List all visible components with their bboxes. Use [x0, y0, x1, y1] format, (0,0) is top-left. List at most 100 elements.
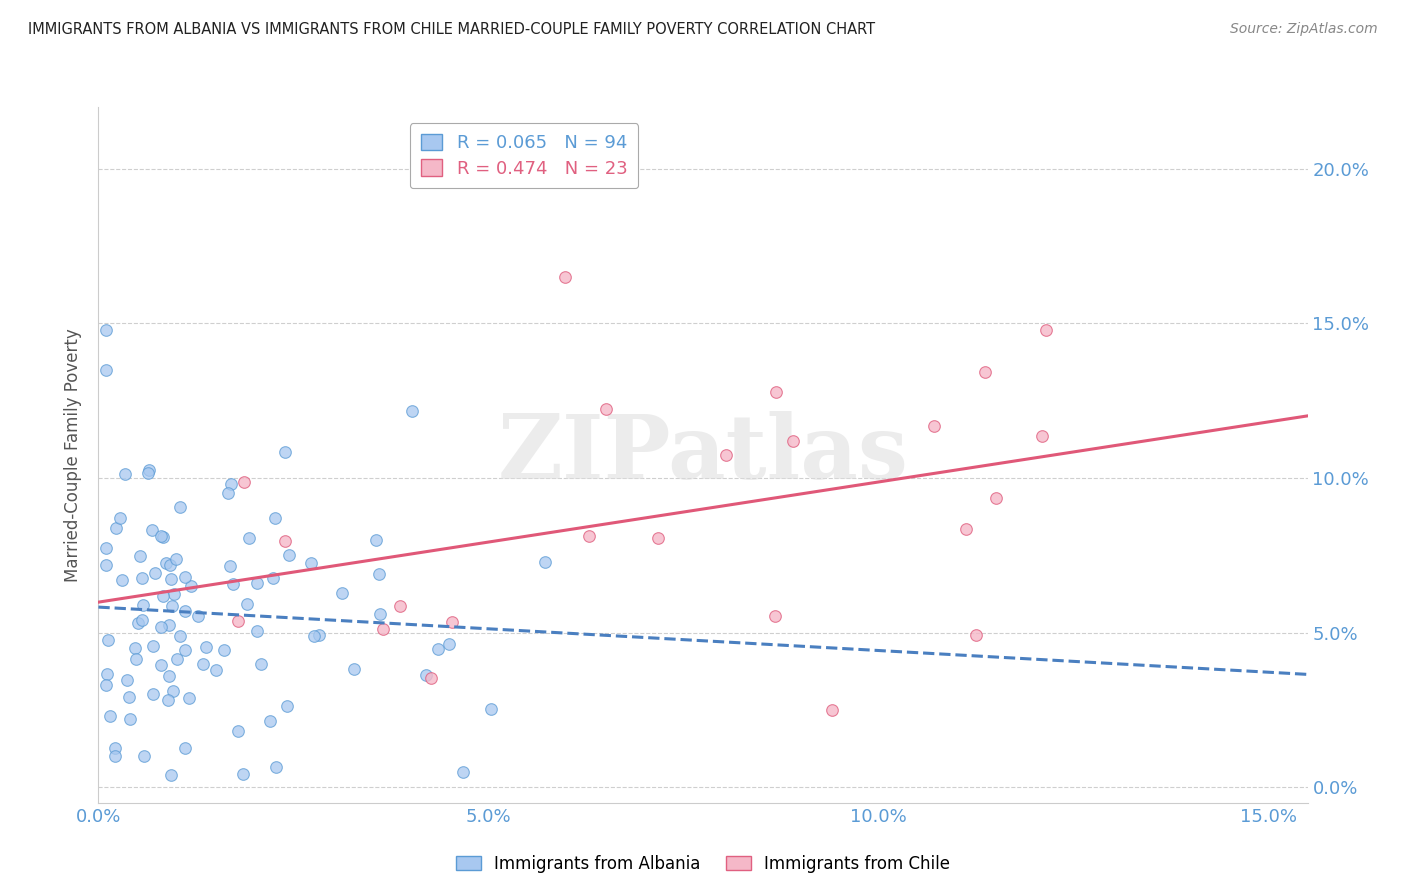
Point: [371, 622, 394, 636]
Point: [221, 477, 243, 491]
Point: [162, 683, 184, 698]
Point: [368, 607, 391, 622]
Point: [163, 586, 186, 600]
Point: [155, 557, 177, 571]
Point: [232, 767, 254, 781]
Point: [174, 643, 197, 657]
Point: [96, 558, 118, 572]
Point: [124, 640, 146, 655]
Point: [716, 448, 738, 462]
Point: [150, 528, 173, 542]
Point: [451, 764, 474, 779]
Point: [441, 615, 464, 630]
Text: ZIPatlas: ZIPatlas: [498, 411, 908, 499]
Point: [177, 691, 200, 706]
Point: [96, 678, 118, 692]
Point: [264, 760, 287, 774]
Point: [986, 491, 1008, 505]
Point: [278, 548, 301, 562]
Point: [302, 629, 325, 643]
Point: [149, 620, 172, 634]
Point: [419, 671, 441, 685]
Point: [259, 714, 281, 728]
Point: [222, 577, 245, 591]
Point: [763, 608, 786, 623]
Point: [111, 574, 134, 588]
Point: [104, 740, 127, 755]
Point: [134, 748, 156, 763]
Point: [160, 599, 183, 613]
Y-axis label: Married-Couple Family Poverty: Married-Couple Family Poverty: [65, 328, 83, 582]
Point: [159, 558, 181, 572]
Point: [141, 687, 163, 701]
Point: [159, 572, 181, 586]
Point: [174, 570, 197, 584]
Point: [118, 690, 141, 704]
Point: [157, 617, 180, 632]
Point: [232, 475, 254, 489]
Point: [174, 741, 197, 756]
Point: [143, 566, 166, 581]
Point: [578, 529, 600, 543]
Point: [973, 365, 995, 379]
Point: [439, 637, 461, 651]
Point: [108, 511, 131, 525]
Point: [125, 651, 148, 665]
Point: [479, 702, 502, 716]
Point: [647, 531, 669, 545]
Point: [263, 510, 285, 524]
Point: [97, 632, 120, 647]
Text: IMMIGRANTS FROM ALBANIA VS IMMIGRANTS FROM CHILE MARRIED-COUPLE FAMILY POVERTY C: IMMIGRANTS FROM ALBANIA VS IMMIGRANTS FR…: [28, 22, 876, 37]
Point: [965, 628, 987, 642]
Point: [250, 657, 273, 671]
Point: [129, 549, 152, 563]
Point: [131, 599, 153, 613]
Point: [131, 613, 153, 627]
Point: [821, 703, 844, 717]
Point: [332, 586, 354, 600]
Point: [955, 522, 977, 536]
Point: [245, 576, 267, 591]
Point: [138, 463, 160, 477]
Point: [180, 579, 202, 593]
Point: [212, 643, 235, 657]
Point: [150, 658, 173, 673]
Point: [169, 500, 191, 515]
Point: [141, 523, 163, 537]
Point: [194, 640, 217, 655]
Point: [368, 566, 391, 581]
Point: [174, 604, 197, 618]
Point: [136, 466, 159, 480]
Point: [308, 628, 330, 642]
Point: [426, 641, 449, 656]
Point: [262, 571, 284, 585]
Legend: R = 0.065   N = 94, R = 0.474   N = 23: R = 0.065 N = 94, R = 0.474 N = 23: [409, 123, 638, 188]
Point: [152, 530, 174, 544]
Point: [157, 669, 180, 683]
Point: [156, 693, 179, 707]
Point: [131, 572, 153, 586]
Point: [104, 748, 127, 763]
Point: [388, 599, 411, 614]
Point: [142, 639, 165, 653]
Point: [205, 664, 228, 678]
Point: [364, 533, 387, 548]
Point: [187, 609, 209, 624]
Point: [219, 558, 242, 573]
Point: [401, 403, 423, 417]
Point: [96, 363, 118, 377]
Point: [276, 698, 298, 713]
Point: [226, 615, 249, 629]
Point: [299, 556, 322, 570]
Point: [343, 662, 366, 676]
Point: [922, 419, 945, 434]
Point: [152, 589, 174, 603]
Point: [160, 767, 183, 781]
Point: [96, 667, 118, 681]
Point: [118, 712, 141, 726]
Point: [226, 724, 249, 739]
Point: [554, 270, 576, 285]
Point: [165, 552, 187, 566]
Point: [238, 531, 260, 545]
Point: [236, 597, 259, 611]
